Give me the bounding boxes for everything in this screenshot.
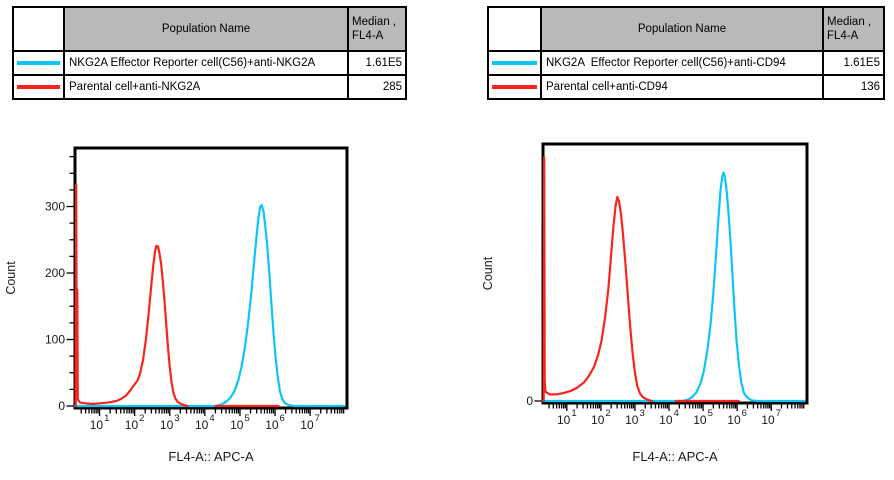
y-axis-title: Count [481, 256, 495, 290]
x-tick-exponent: 6 [742, 408, 747, 419]
y-tick-label: 0 [526, 394, 533, 408]
legend-table-right: Population Name Median , FL4-A NKG2A Eff… [487, 6, 885, 100]
x-axis-title: FL4-A:: APC-A [632, 449, 718, 464]
median-value: 285 [347, 74, 407, 100]
population-name: NKG2A Effector Reporter cell(C56)+anti-C… [540, 50, 824, 76]
x-tick-label: 10 [90, 418, 104, 432]
histogram-curve [541, 171, 806, 403]
x-tick-label: 10 [761, 413, 775, 427]
x-tick-exponent: 4 [209, 413, 214, 424]
series-color-swatch-red [492, 85, 537, 89]
x-tick-label: 10 [195, 418, 209, 432]
x-tick-label: 10 [300, 418, 314, 432]
x-tick-label: 10 [727, 413, 741, 427]
plot-frame [541, 142, 809, 405]
x-tick-exponent: 6 [280, 413, 285, 424]
x-tick-label: 10 [659, 413, 673, 427]
legend-swatch-header [12, 6, 65, 52]
y-tick-label: 200 [45, 266, 65, 280]
x-tick-exponent: 7 [315, 413, 320, 424]
x-axis-title: FL4-A:: APC-A [168, 449, 254, 464]
histogram-curve [542, 156, 654, 403]
x-tick-label: 10 [125, 418, 139, 432]
median-value: 1.61E5 [347, 50, 407, 76]
legend-median-header-line2: FL4-A [827, 30, 859, 42]
histogram-curve [74, 183, 189, 408]
curves [541, 156, 806, 403]
series-color-swatch-cyan [17, 61, 60, 65]
legend-median-header: Median , FL4-A [347, 6, 407, 52]
median-value: 1.61E5 [822, 50, 885, 76]
x-tick-label: 10 [693, 413, 707, 427]
population-name: Parental cell+anti-NKG2A [63, 74, 349, 100]
legend-row: NKG2A Effector Reporter cell(C56)+anti-C… [487, 50, 885, 76]
median-value: 136 [822, 74, 885, 100]
histogram-curve [73, 204, 346, 408]
legend-swatch-header [487, 6, 542, 52]
x-axis [80, 409, 345, 416]
legend-row: Parental cell+anti-NKG2A 285 [12, 74, 407, 100]
y-tick-label: 100 [45, 333, 65, 347]
x-tick-exponent: 3 [639, 408, 644, 419]
legend-population-name-header: Population Name [63, 6, 349, 52]
x-tick-label: 10 [160, 418, 174, 432]
y-tick-label: 0 [58, 399, 65, 413]
legend-population-name-header: Population Name [540, 6, 824, 52]
legend-median-header-line1: Median , [352, 16, 397, 28]
x-tick-exponent: 2 [605, 408, 610, 419]
series-color-swatch-red [17, 85, 60, 89]
x-tick-exponent: 3 [174, 413, 179, 424]
x-tick-label: 10 [591, 413, 605, 427]
legend-median-header: Median , FL4-A [822, 6, 885, 52]
x-tick-exponent: 4 [674, 408, 679, 419]
population-name: Parental cell+anti-CD94 [540, 74, 824, 100]
x-axis [548, 404, 805, 411]
y-axis [66, 155, 74, 407]
y-tick-label: 300 [45, 200, 65, 214]
legend-median-header-line1: Median , [827, 16, 872, 28]
plot-frame [73, 146, 349, 410]
y-axis-title: Count [4, 261, 18, 295]
curves [73, 183, 346, 408]
x-tick-exponent: 2 [139, 413, 144, 424]
legend-median-header-line2: FL4-A [352, 30, 384, 42]
population-name: NKG2A Effector Reporter cell(C56)+anti-N… [63, 50, 349, 76]
legend-row: NKG2A Effector Reporter cell(C56)+anti-N… [12, 50, 407, 76]
legend-row: Parental cell+anti-CD94 136 [487, 74, 885, 100]
x-tick-label: 10 [557, 413, 571, 427]
legend-table-left: Population Name Median , FL4-A NKG2A Eff… [12, 6, 407, 100]
x-tick-exponent: 1 [571, 408, 576, 419]
x-tick-label: 10 [230, 418, 244, 432]
x-tick-exponent: 5 [244, 413, 249, 424]
series-color-swatch-cyan [492, 61, 537, 65]
x-tick-exponent: 5 [708, 408, 713, 419]
x-tick-exponent: 1 [104, 413, 109, 424]
x-tick-exponent: 7 [776, 408, 781, 419]
x-tick-label: 10 [265, 418, 279, 432]
x-tick-label: 10 [625, 413, 639, 427]
